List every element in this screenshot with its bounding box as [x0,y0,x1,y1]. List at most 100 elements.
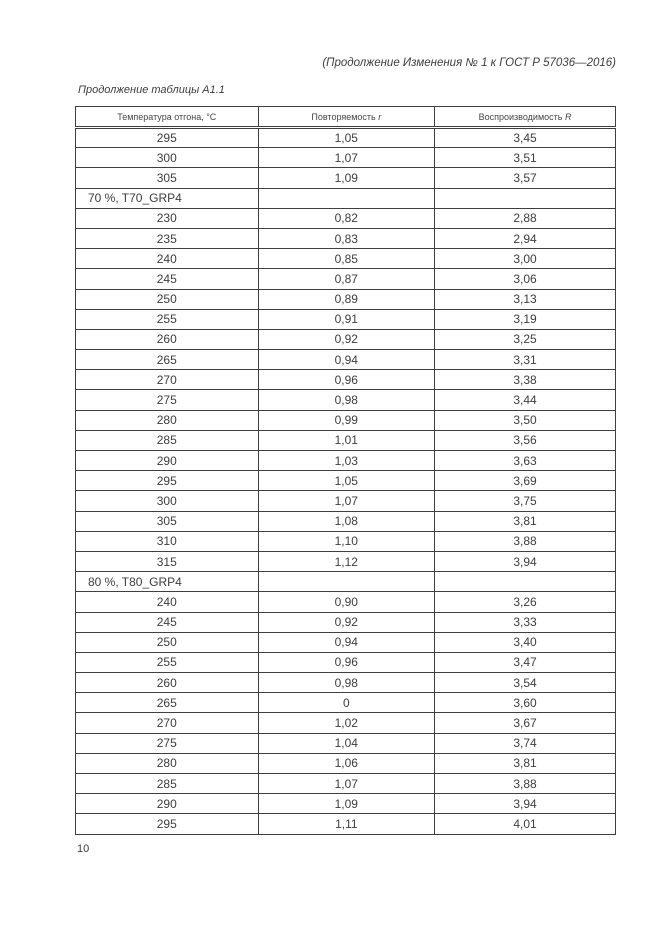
repeatability-cell: 0,98 [257,389,436,411]
temperature-cell: 255 [75,308,259,330]
page-number: 10 [77,843,90,855]
empty-cell [257,187,436,209]
table-row: 245 0,92 3,33 [75,611,616,633]
temperature-cell: 290 [75,793,259,815]
repeatability-cell: 0,96 [257,651,436,674]
repeatability-cell: 0 [257,692,436,714]
reproducibility-symbol: R [564,111,572,122]
repeatability-cell: 0,87 [257,268,436,290]
reproducibility-cell: 3,88 [434,772,616,795]
temperature-cell: 310 [75,530,259,552]
column-header-repeatability: Повторяемость r [257,106,436,129]
repeatability-cell: 1,12 [257,550,436,573]
repeatability-cell: 0,98 [257,672,436,694]
column-header-reproducibility-label: Воспроизводимость [478,111,563,122]
repeatability-cell: 0,89 [257,288,436,310]
reproducibility-cell: 3,60 [434,692,616,714]
table-header-row: Температура отгона, °С Повторяемость r В… [75,106,616,129]
table-row: 285 1,07 3,88 [75,772,616,795]
temperature-cell: 240 [75,591,259,613]
temperature-cell: 285 [75,429,259,452]
temperature-cell: 245 [75,268,259,290]
repeatability-cell: 1,05 [257,470,436,492]
section-row: 70 %, T70_GRP4 [75,187,616,209]
repeatability-cell: 1,07 [257,490,436,512]
repeatability-cell: 1,09 [257,793,436,815]
table-row: 270 1,02 3,67 [75,712,616,734]
document-header-note: (Продолжение Изменения № 1 к ГОСТ Р 5703… [322,57,616,69]
table-row: 250 0,94 3,40 [75,631,616,653]
table-row: 240 0,85 3,00 [75,248,616,270]
reproducibility-cell: 3,69 [434,470,616,492]
repeatability-symbol: r [378,111,382,122]
repeatability-cell: 0,92 [257,328,436,351]
repeatability-cell: 1,10 [257,530,436,552]
reproducibility-cell: 3,25 [434,328,616,351]
reproducibility-cell: 3,19 [434,308,616,330]
table-row: 305 1,09 3,57 [75,167,616,189]
reproducibility-cell: 3,47 [434,651,616,674]
reproducibility-cell: 3,74 [434,732,616,754]
temperature-cell: 285 [75,772,259,795]
reproducibility-cell: 3,50 [434,409,616,431]
repeatability-cell: 0,83 [257,227,436,250]
temperature-cell: 260 [75,328,259,351]
reproducibility-cell: 3,81 [434,510,616,532]
table-row: 265 0,94 3,31 [75,349,616,371]
table-row: 230 0,82 2,88 [75,207,616,229]
temperature-cell: 300 [75,147,259,169]
table-caption: Продолжение таблицы А1.1 [78,84,225,96]
table-row: 250 0,89 3,13 [75,288,616,310]
temperature-cell: 255 [75,651,259,674]
table-row: 255 0,91 3,19 [75,308,616,330]
reproducibility-cell: 3,94 [434,550,616,573]
repeatability-cell: 0,94 [257,349,436,371]
repeatability-cell: 1,11 [257,813,436,835]
repeatability-cell: 1,06 [257,752,436,775]
temperature-cell: 305 [75,167,259,189]
table-row: 255 0,96 3,47 [75,651,616,674]
reproducibility-cell: 3,33 [434,611,616,633]
table-row: 305 1,08 3,81 [75,510,616,532]
reproducibility-cell: 3,31 [434,349,616,371]
repeatability-cell: 1,07 [257,147,436,169]
temperature-cell: 270 [75,712,259,734]
repeatability-cell: 1,01 [257,429,436,452]
table-row: 245 0,87 3,06 [75,268,616,290]
reproducibility-cell: 3,63 [434,449,616,472]
reproducibility-cell: 3,44 [434,389,616,411]
repeatability-cell: 0,99 [257,409,436,431]
reproducibility-cell: 3,51 [434,147,616,169]
table-row: 295 1,05 3,69 [75,470,616,492]
reproducibility-cell: 3,54 [434,672,616,694]
reproducibility-cell: 3,38 [434,369,616,391]
temperature-cell: 290 [75,449,259,472]
temperature-cell: 235 [75,227,259,250]
table-row: 235 0,83 2,94 [75,227,616,250]
table-row: 260 0,92 3,25 [75,328,616,351]
table-row: 240 0,90 3,26 [75,591,616,613]
reproducibility-cell: 3,75 [434,490,616,512]
repeatability-cell: 0,91 [257,308,436,330]
reproducibility-cell: 3,81 [434,752,616,775]
reproducibility-cell: 3,40 [434,631,616,653]
repeatability-cell: 1,03 [257,449,436,472]
temperature-cell: 250 [75,288,259,310]
temperature-cell: 295 [75,813,259,835]
reproducibility-cell: 3,45 [434,126,616,149]
table-row: 270 0,96 3,38 [75,369,616,391]
table-row: 290 1,09 3,94 [75,793,616,815]
column-header-temperature: Температура отгона, °С [75,106,259,129]
table-body: 295 1,05 3,45 300 1,07 3,51 305 1,09 3,57 70 %, T… [75,126,616,835]
reproducibility-cell: 3,94 [434,793,616,815]
temperature-cell: 280 [75,752,259,775]
section-label-cell: 80 %, T80_GRP4 [75,571,259,593]
reproducibility-cell: 3,56 [434,429,616,452]
table-row: 295 1,05 3,45 [75,126,616,149]
repeatability-cell: 1,09 [257,167,436,189]
empty-cell [434,571,616,593]
repeatability-cell: 0,94 [257,631,436,653]
table-row: 275 0,98 3,44 [75,389,616,411]
table-row: 300 1,07 3,51 [75,147,616,169]
repeatability-cell: 0,90 [257,591,436,613]
